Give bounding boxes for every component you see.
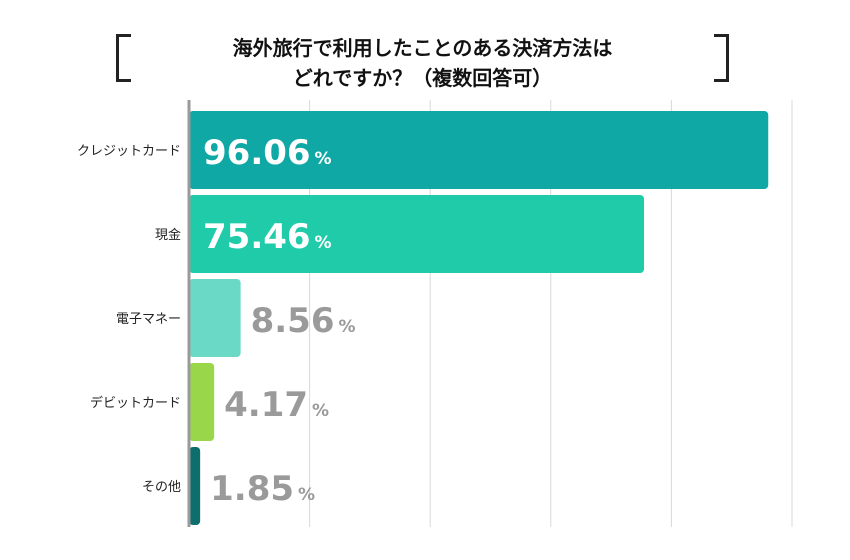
bar-2	[189, 195, 645, 273]
value-label-3: 8.56%	[251, 301, 356, 341]
category-label-5: その他	[142, 480, 181, 495]
category-label-4: デビットカード	[90, 395, 181, 411]
value-label-4: 4.17%	[224, 385, 329, 425]
value-label-1: 96.06%	[203, 133, 332, 173]
chart-title: 海外旅行で利用したことのある決済方法は どれですか？（複数回答可）	[110, 28, 735, 102]
category-label-3: 電子マネー	[116, 312, 181, 327]
category-label-2: 現金	[155, 227, 181, 243]
value-label-5: 1.85%	[210, 469, 315, 509]
bar-4	[189, 363, 215, 441]
right-bracket-icon	[714, 34, 729, 82]
value-label-2: 75.46%	[203, 217, 332, 257]
title-line-1: 海外旅行で利用したことのある決済方法は	[232, 36, 613, 60]
left-bracket-icon	[116, 34, 131, 82]
bar-5	[189, 447, 201, 525]
title-line-2: どれですか？（複数回答可）	[292, 66, 553, 90]
category-label-1: クレジットカード	[77, 144, 181, 159]
bar-1	[189, 111, 769, 189]
bar-3	[189, 279, 241, 357]
